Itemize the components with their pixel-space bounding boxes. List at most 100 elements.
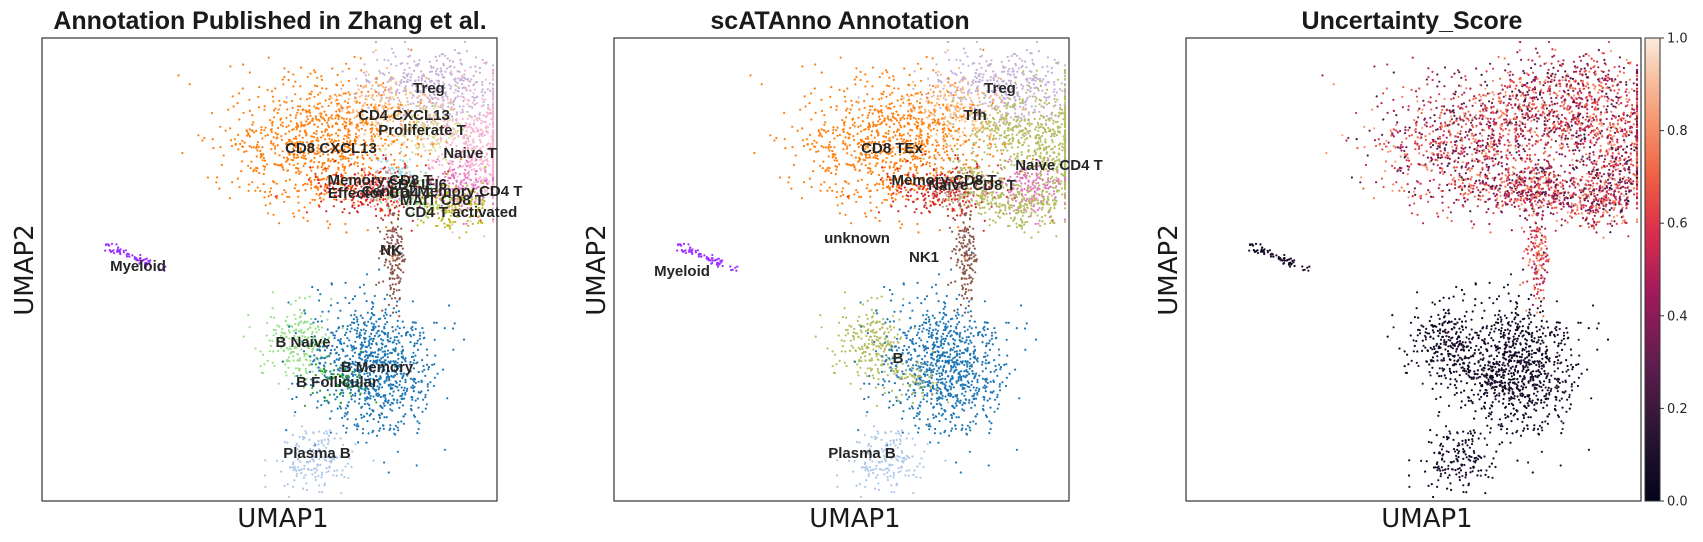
scatter-point [407, 72, 410, 75]
scatter-point [1044, 84, 1047, 87]
scatter-point [242, 335, 245, 338]
scatter-point [293, 414, 296, 417]
scatter-point [379, 150, 382, 153]
scatter-point [410, 229, 413, 232]
scatter-point [469, 66, 472, 69]
scatter-point [414, 144, 417, 147]
scatter-point [441, 125, 444, 128]
scatter-point [459, 62, 462, 65]
scatter-point [360, 113, 363, 116]
scatter-point [955, 58, 958, 61]
scatter-point [469, 80, 472, 83]
scatter-point [386, 66, 389, 70]
scatter-point [317, 188, 320, 191]
scatter-point [395, 91, 398, 94]
scatter-point [415, 85, 418, 88]
scatter-point [490, 174, 493, 177]
scatter-point [486, 88, 489, 91]
scatter-point [412, 351, 415, 354]
scatter-point [386, 266, 390, 269]
scatter-point [353, 328, 356, 331]
scatter-point [382, 424, 385, 427]
scatter-point [306, 98, 309, 101]
scatter-point [357, 441, 360, 444]
scatter-point [312, 360, 315, 363]
scatter-point [491, 101, 495, 104]
scatter-point [395, 335, 398, 339]
scatter-point [408, 114, 411, 118]
scatter-point [392, 141, 395, 144]
scatter-point [335, 95, 338, 98]
scatter-point [397, 276, 400, 279]
scatter-point [394, 385, 397, 388]
scatter-point [299, 171, 302, 174]
scatter-point [390, 153, 393, 156]
scatter-point [391, 383, 394, 386]
scatter-point [276, 163, 279, 166]
scatter-point [377, 144, 380, 147]
scatter-point [359, 118, 362, 121]
scatter-point [317, 93, 320, 96]
scatter-point [409, 407, 412, 411]
scatter-point [311, 166, 314, 169]
scatter-point [979, 72, 982, 75]
scatter-point [374, 103, 377, 106]
scatter-point [452, 103, 455, 106]
scatter-point [398, 263, 401, 266]
scatter-point [491, 64, 495, 67]
scatter-point [421, 83, 425, 86]
scatter-point [465, 140, 468, 143]
scatter-point [974, 72, 977, 75]
scatter-point [251, 114, 254, 117]
scatter-point [374, 135, 377, 138]
scatter-point [473, 103, 476, 106]
scatter-point [391, 341, 394, 344]
scatter-point [421, 121, 424, 124]
scatter-point [324, 189, 327, 192]
scatter-point [487, 104, 490, 107]
scatter-point [416, 361, 419, 364]
scatter-point [390, 239, 393, 242]
scatter-point [357, 88, 360, 91]
scatter-point [475, 177, 478, 180]
scatter-point [389, 263, 392, 266]
scatter-point [391, 283, 394, 286]
scatter-point [359, 392, 362, 395]
scatter-point [480, 90, 483, 93]
scatter-point [401, 355, 404, 358]
scatter-point [491, 132, 495, 135]
scatter-point [472, 128, 475, 131]
scatter-point [317, 118, 320, 121]
scatter-point [259, 132, 263, 135]
scatter-point [403, 76, 406, 80]
scatter-point [115, 250, 119, 253]
scatter-point [344, 222, 347, 226]
scatter-point [298, 172, 301, 175]
scatter-point [325, 399, 329, 402]
scatter-point [1045, 96, 1048, 99]
scatter-point [316, 406, 319, 409]
scatter-point [370, 307, 373, 310]
scatter-point [423, 368, 426, 371]
scatter-point [488, 112, 491, 115]
scatter-point [325, 471, 328, 474]
scatter-point [391, 394, 394, 397]
scatter-point [460, 83, 464, 86]
scatter-point [323, 438, 326, 441]
scatter-point [1014, 112, 1017, 115]
scatter-point [392, 230, 396, 233]
scatter-point [382, 427, 385, 430]
scatter-point [447, 224, 450, 227]
scatter-point [375, 132, 379, 135]
scatter-point [446, 95, 449, 98]
scatter-point [291, 462, 294, 466]
scatter-point [434, 89, 438, 92]
scatter-point [319, 293, 322, 296]
scatter-point [344, 100, 347, 103]
scatter-point [308, 97, 311, 100]
scatter-point [309, 160, 312, 163]
scatter-point [380, 96, 383, 99]
scatter-point [268, 350, 271, 353]
scatter-point [389, 86, 392, 89]
scatter-point [442, 108, 445, 111]
